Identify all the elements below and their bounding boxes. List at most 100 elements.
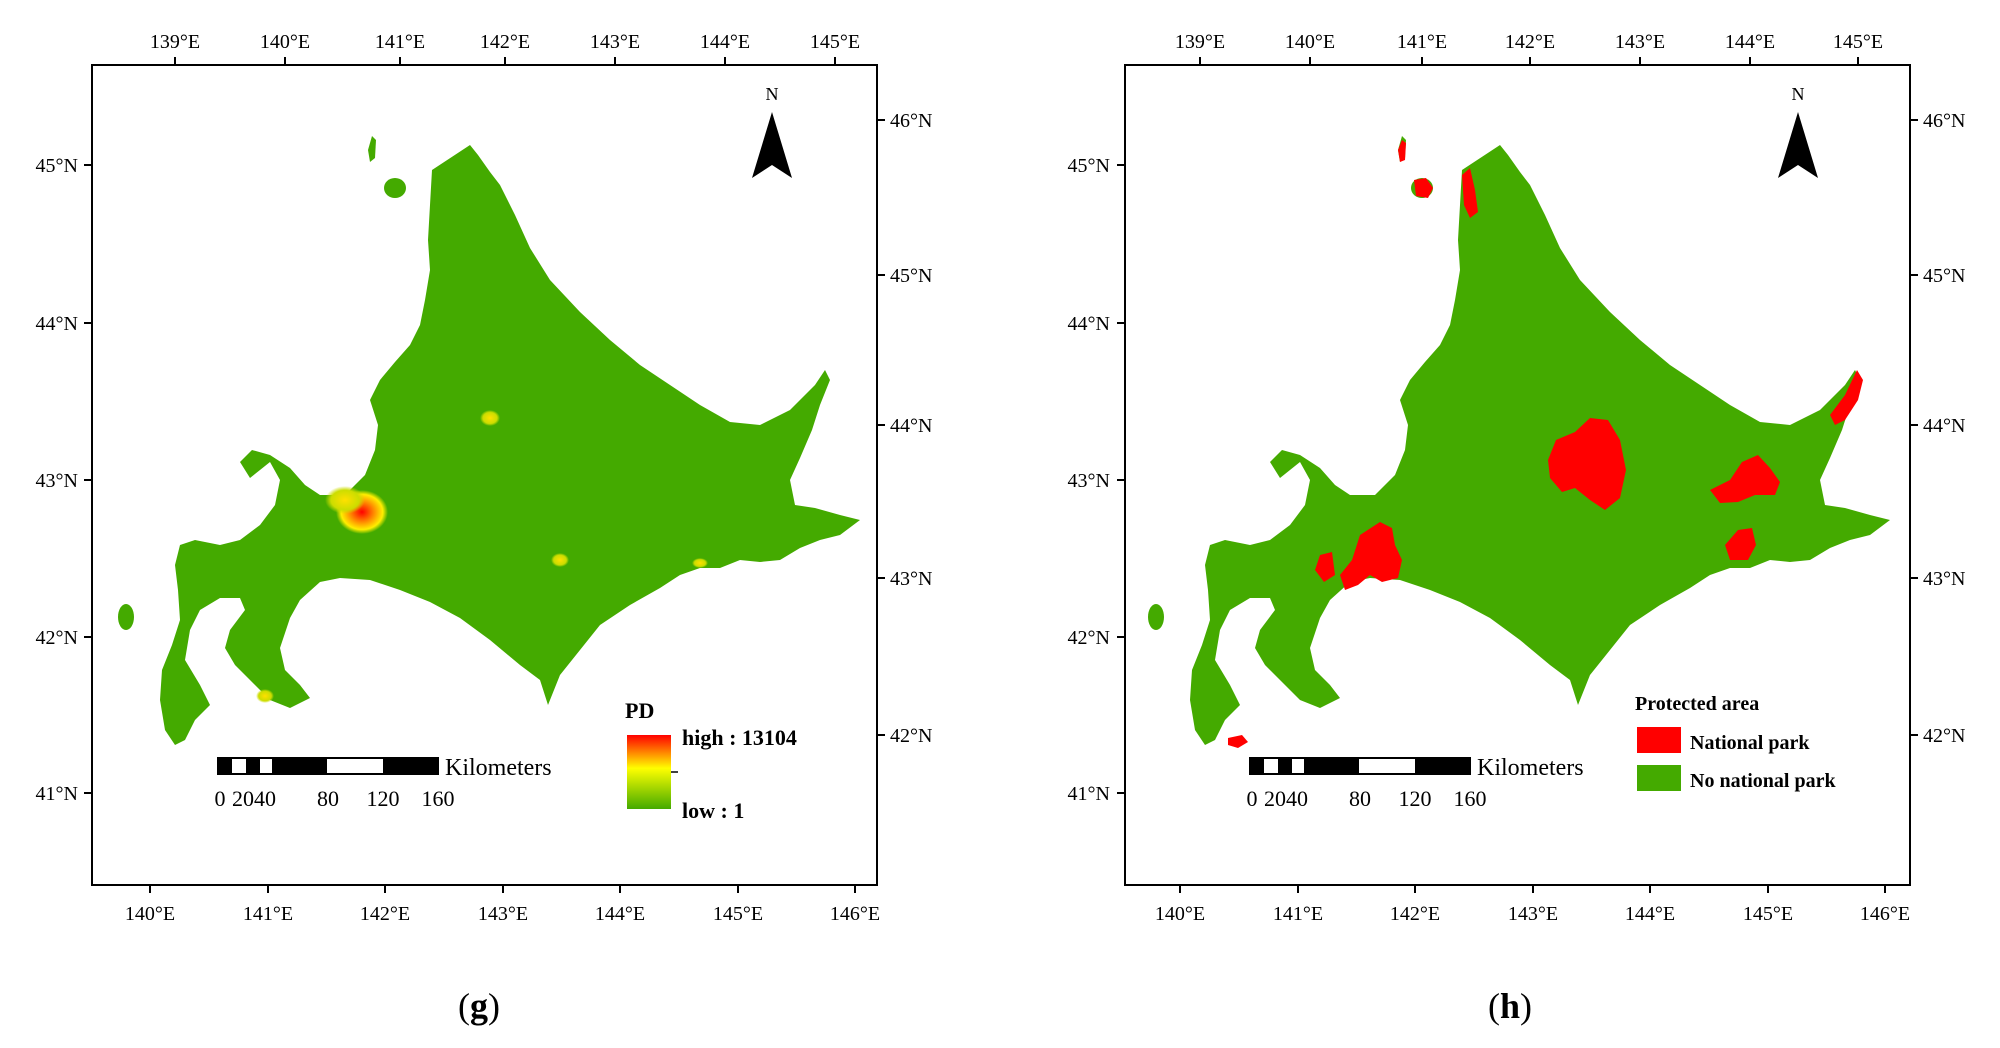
scale-bar-label: 80 xyxy=(317,786,339,811)
protected-area-legend: Protected area National park No national… xyxy=(1635,693,1836,792)
scale-bar-unit: Kilometers xyxy=(445,755,552,781)
right-axis: 46°N 45°N 44°N 43°N 42°N xyxy=(877,110,932,747)
right-tick-label: 44°N xyxy=(890,415,932,437)
legend-label-no-national-park: No national park xyxy=(1690,770,1836,792)
caption-paren: ( xyxy=(1488,986,1500,1026)
bottom-tick-label: 143°E xyxy=(1508,903,1558,925)
left-tick-label: 44°N xyxy=(36,313,78,335)
map-g-svg: 139°E 140°E 141°E 142°E 143°E 144°E 145°… xyxy=(36,31,933,925)
caption-paren: ) xyxy=(1520,986,1533,1026)
top-axis: 139°E 140°E 141°E 142°E 143°E 144°E 145°… xyxy=(1175,31,1883,65)
bottom-tick-label: 141°E xyxy=(1273,903,1323,925)
map-panel-g: 139°E 140°E 141°E 142°E 143°E 144°E 145°… xyxy=(0,0,1000,1043)
park-rishiri xyxy=(1414,178,1433,198)
hokkaido-landmass xyxy=(118,136,860,745)
pd-legend-low: low : 1 xyxy=(682,798,744,823)
scale-bar-label: 160 xyxy=(422,786,455,811)
pd-color-ramp xyxy=(627,735,671,809)
right-tick-label: 45°N xyxy=(890,265,932,287)
top-tick-label: 143°E xyxy=(1615,31,1665,53)
scale-bar-label: 120 xyxy=(367,786,400,811)
legend-swatch-no-national-park xyxy=(1637,765,1681,791)
left-tick-label: 42°N xyxy=(1068,627,1110,649)
protected-legend-title: Protected area xyxy=(1635,693,1759,715)
park-daisetsuzan xyxy=(1548,418,1626,510)
bottom-tick-label: 140°E xyxy=(125,903,175,925)
hokkaido-landmass xyxy=(1148,136,1890,745)
park-sarobetsu xyxy=(1462,168,1478,218)
park-akan xyxy=(1710,455,1780,503)
right-tick-label: 46°N xyxy=(1923,110,1965,132)
bottom-tick-label: 146°E xyxy=(830,903,880,925)
park-shikotsu-toya xyxy=(1340,522,1402,590)
top-tick-label: 142°E xyxy=(480,31,530,53)
bottom-tick-label: 146°E xyxy=(1860,903,1910,925)
top-tick-label: 140°E xyxy=(260,31,310,53)
left-tick-label: 43°N xyxy=(36,470,78,492)
right-tick-label: 46°N xyxy=(890,110,932,132)
national-parks xyxy=(1228,140,1863,748)
scale-bar-label: 2040 xyxy=(232,786,276,811)
pd-legend-title: PD xyxy=(625,698,654,723)
top-tick-label: 139°E xyxy=(1175,31,1225,53)
top-tick-label: 144°E xyxy=(1725,31,1775,53)
left-tick-label: 45°N xyxy=(1068,155,1110,177)
density-hotspots xyxy=(256,410,708,703)
hotspot-obihiro xyxy=(551,553,569,567)
top-tick-label: 141°E xyxy=(1397,31,1447,53)
scale-bar: Kilometers 0 2040 80 120 160 xyxy=(215,755,552,811)
north-arrow-icon xyxy=(1778,112,1818,178)
bottom-tick-label: 140°E xyxy=(1155,903,1205,925)
map-frame xyxy=(1124,64,1911,886)
hotspot-kushiro xyxy=(692,558,708,568)
right-tick-label: 45°N xyxy=(1923,265,1965,287)
left-tick-label: 44°N xyxy=(1068,313,1110,335)
caption-paren: ( xyxy=(458,986,470,1026)
left-axis: 45°N 44°N 43°N 42°N 41°N xyxy=(1068,155,1125,805)
north-arrow-label: N xyxy=(1792,84,1805,104)
top-axis: 139°E 140°E 141°E 142°E 143°E 144°E 145°… xyxy=(150,31,860,65)
left-tick-label: 43°N xyxy=(1068,470,1110,492)
top-tick-label: 143°E xyxy=(590,31,640,53)
scale-bar-label: 0 xyxy=(215,786,226,811)
bottom-tick-label: 142°E xyxy=(1390,903,1440,925)
right-tick-label: 43°N xyxy=(890,568,932,590)
left-tick-label: 45°N xyxy=(36,155,78,177)
left-tick-label: 42°N xyxy=(36,627,78,649)
north-arrow-label: N xyxy=(766,84,779,104)
right-tick-label: 42°N xyxy=(890,725,932,747)
right-tick-label: 44°N xyxy=(1923,415,1965,437)
scale-bar-label: 160 xyxy=(1454,786,1487,811)
legend-swatch-national-park xyxy=(1637,727,1681,753)
bottom-axis: 140°E 141°E 142°E 143°E 144°E 145°E 146°… xyxy=(125,885,880,925)
top-tick-label: 144°E xyxy=(700,31,750,53)
caption-paren: ) xyxy=(488,986,500,1026)
right-tick-label: 43°N xyxy=(1923,568,1965,590)
left-tick-label: 41°N xyxy=(1068,783,1110,805)
bottom-tick-label: 144°E xyxy=(595,903,645,925)
map-frame xyxy=(91,64,878,886)
scale-bar-label: 2040 xyxy=(1264,786,1308,811)
scale-bar-label: 0 xyxy=(1247,786,1258,811)
legend-label-national-park: National park xyxy=(1690,732,1810,754)
caption-letter: h xyxy=(1500,986,1521,1026)
park-niseko xyxy=(1315,552,1335,582)
bottom-tick-label: 142°E xyxy=(360,903,410,925)
hotspot-asahikawa xyxy=(480,410,500,426)
park-shiretoko xyxy=(1830,370,1863,425)
park-rishiri-rebun xyxy=(1398,140,1406,162)
scale-bar-label: 120 xyxy=(1399,786,1432,811)
bottom-tick-label: 145°E xyxy=(713,903,763,925)
bottom-tick-label: 141°E xyxy=(243,903,293,925)
caption-letter: g xyxy=(470,986,488,1026)
scale-bar-label: 80 xyxy=(1349,786,1371,811)
north-arrow: N xyxy=(1778,84,1818,178)
pd-legend: PD high : 13104 low : 1 xyxy=(625,698,797,823)
bottom-axis: 140°E 141°E 142°E 143°E 144°E 145°E 146°… xyxy=(1155,885,1910,925)
top-tick-label: 141°E xyxy=(375,31,425,53)
top-tick-label: 140°E xyxy=(1285,31,1335,53)
right-axis: 46°N 45°N 44°N 43°N 42°N xyxy=(1910,110,1965,747)
top-tick-label: 142°E xyxy=(1505,31,1555,53)
caption-h: (h) xyxy=(1488,985,1532,1027)
caption-g: (g) xyxy=(458,985,500,1027)
